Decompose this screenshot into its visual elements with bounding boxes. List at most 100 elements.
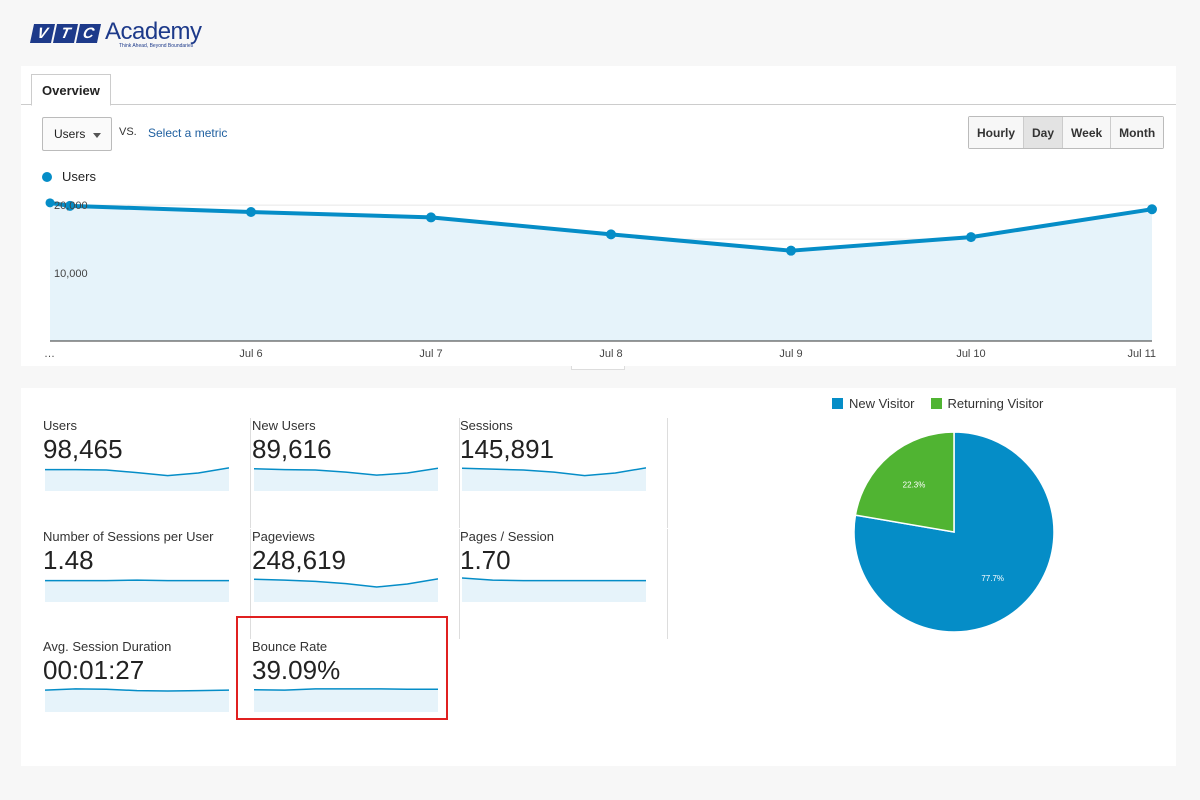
overview-panel: Overview Users VS. Select a metric Hourl… [21,66,1176,366]
period-toggle: Hourly Day Week Month [968,116,1165,149]
metric-value: 00:01:27 [43,655,145,685]
legend-label-users: Users [62,169,96,184]
sparkline [45,467,229,491]
x-tick-label: Jul 6 [239,348,262,360]
metric-value: 39.09% [252,655,341,685]
logo-letters: V T C [29,24,102,43]
x-tick-label: Jul 7 [419,348,442,360]
sparkline [45,688,229,712]
logo-letter-v: V [29,24,56,43]
data-point [426,212,436,223]
metric-tile-pages-session[interactable]: Pages / Session 1.70 [460,529,668,639]
sparkline [45,579,229,602]
metric-tile-avg-session-duration[interactable]: Avg. Session Duration 00:01:27 [43,639,251,749]
data-point [966,232,976,243]
sparkline-area [45,580,229,602]
sparkline-line [45,688,229,692]
logo-letter-t: T [52,24,79,43]
metric-value: 1.70 [460,545,511,575]
period-hourly-button[interactable]: Hourly [969,117,1025,148]
data-point [606,229,616,240]
resize-handle[interactable] [571,366,625,370]
pie-legend: New Visitor Returning Visitor [832,396,1059,411]
metric-label: Pageviews [252,529,315,544]
users-line-chart: 20,000 10,000 … Jul 6 Jul 7 Jul 8 Jul 9 Jul 10 J… [44,198,1157,360]
sparkline-area [254,688,438,712]
sparkline-area [45,467,229,491]
metric-value: 248,619 [252,545,346,575]
metric-select[interactable]: Users [42,117,112,151]
sparkline-area [254,578,438,602]
metric-value: 89,616 [252,434,332,464]
series-line-users [49,200,1153,253]
metric-value: 98,465 [43,434,123,464]
metric-value: 1.48 [43,545,94,575]
sparkline-line [254,688,438,691]
vs-label: VS. [119,126,137,138]
pie-slice-label: 77.7% [981,574,1004,583]
metric-tile-pageviews[interactable]: Pageviews 248,619 [252,529,460,639]
sparkline [462,577,646,602]
metric-tile-new-users[interactable]: New Users 89,616 [252,418,460,528]
sparkline-area [462,467,646,491]
data-point [45,198,55,208]
select-metric-link[interactable]: Select a metric [148,126,228,140]
logo-name: Academy [105,18,202,45]
sparkline-line [45,467,229,477]
legend-dot-icon [42,171,52,182]
tab-overview[interactable]: Overview [31,74,111,106]
sparkline [462,467,646,491]
metric-tile-number-of-sessions-per-user[interactable]: Number of Sessions per User 1.48 [43,529,251,639]
metric-value: 145,891 [460,434,554,464]
legend-new-visitor: New Visitor [832,396,915,411]
caret-down-icon [93,133,101,138]
area-fill [50,202,1152,341]
sparkline [254,467,438,491]
pie-slice-label: 22.3% [903,481,926,490]
metric-label: Users [43,418,77,433]
metric-select-value: Users [54,127,86,141]
metric-label: Sessions [460,418,513,433]
logo-tagline: Think Ahead, Beyond Boundaries [119,43,194,49]
period-day-button[interactable]: Day [1024,117,1064,148]
x-tick-label: Jul 9 [779,348,802,360]
metric-label: New Users [252,418,316,433]
metric-tile-users[interactable]: Users 98,465 [43,418,251,528]
x-tick-label: Jul 8 [599,348,622,360]
period-month-button[interactable]: Month [1111,117,1164,148]
metric-label: Pages / Session [460,529,554,544]
metric-tile-bounce-rate[interactable]: Bounce Rate 39.09% [252,639,460,749]
sparkline [254,688,438,712]
sparkline-line [462,467,646,477]
sparkline-area [462,578,646,602]
tab-bar: Overview [21,66,1176,106]
sparkline-line [462,577,646,582]
legend-swatch-returning-visitor [930,398,942,409]
data-point [1147,204,1157,215]
sparkline-line [254,578,438,588]
pie-slice [854,431,955,533]
y-tick-label: 20,000 [54,200,88,212]
x-tick-label: Jul 11 [1127,348,1156,360]
chart-legend: Users [42,169,96,184]
sparkline-line [254,467,438,476]
bounce-rate-highlight [236,616,448,720]
period-week-button[interactable]: Week [1063,117,1112,148]
legend-label-new-visitor: New Visitor [849,396,915,411]
sparkline [254,578,438,602]
logo-letter-c: C [75,24,102,43]
visitor-pie-chart: 77.7% 22.3% [853,431,1055,633]
x-tick-label: Jul 10 [956,348,985,360]
metric-label: Avg. Session Duration [43,639,172,654]
legend-returning-visitor: Returning Visitor [930,396,1044,411]
metric-label: Bounce Rate [252,639,328,654]
data-point [65,200,75,211]
legend-label-returning-visitor: Returning Visitor [947,396,1044,411]
metric-label: Number of Sessions per User [43,529,214,544]
y-tick-label: 10,000 [54,268,88,280]
vtc-academy-logo: V T C Academy Think Ahead, Beyond Bounda… [29,18,202,50]
metric-tile-sessions[interactable]: Sessions 145,891 [460,418,668,528]
sparkline-area [254,468,438,491]
sparkline-area [45,688,229,712]
data-point [786,245,796,256]
